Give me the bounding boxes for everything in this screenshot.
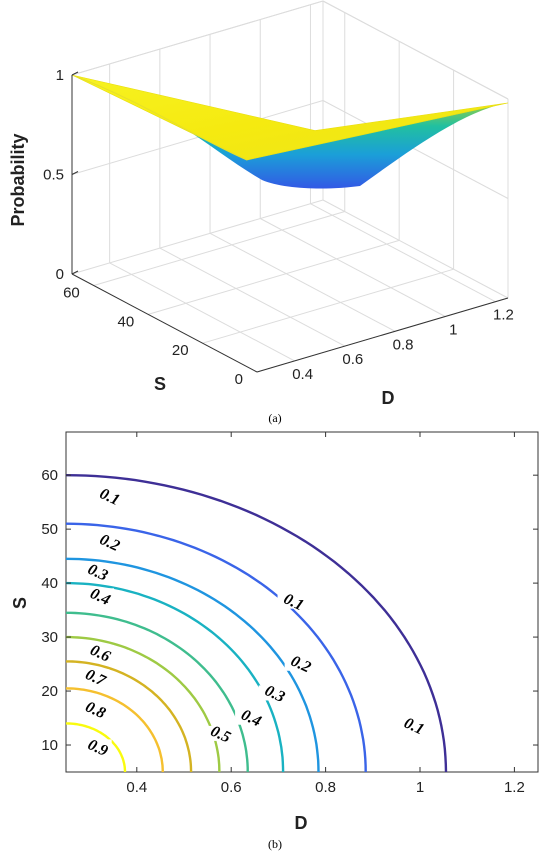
contour-label-bg-10: [93, 534, 124, 550]
contour-line-0.4: [66, 581, 285, 772]
surface-xlabel: D: [382, 388, 395, 408]
floor-grid-s-2: [148, 239, 400, 315]
contour-label-bg-9: [284, 655, 315, 671]
contour-label-13: 0.1: [401, 715, 426, 739]
contour-label-bg-5: [235, 709, 266, 725]
contour-label-bg-4: [204, 725, 235, 741]
contour-line-0.3: [66, 557, 320, 772]
x-tick-label-4: 1.2: [504, 779, 525, 796]
contour-label-4: 0.5: [208, 723, 233, 747]
contour-label-5: 0.4: [238, 707, 263, 731]
s-axis-line: [71, 273, 258, 373]
d-tick-label-3: 1: [449, 322, 457, 339]
contour-label-0: 0.9: [85, 736, 110, 760]
x-tick-label-2: 0.8: [315, 779, 336, 796]
d-axis-line: [256, 297, 509, 373]
contour-line-0.9: [66, 722, 127, 772]
contour-line-0.8: [66, 687, 164, 772]
contour-label-7: 0.3: [262, 682, 287, 706]
surface-zlabel: Probability: [8, 133, 28, 226]
y-tick-label-5: 60: [41, 467, 58, 484]
contour-label-bg-7: [258, 685, 289, 701]
panel-label-b: (b): [268, 837, 282, 851]
box-edge-0: [71, 0, 324, 76]
contour-label-bg-12: [277, 593, 308, 609]
d-tick-label-1: 0.6: [342, 351, 363, 368]
contour-label-bg-0: [81, 739, 112, 755]
contour-line-0.5: [66, 611, 249, 772]
probability-surface: [71, 74, 509, 189]
z-tick-label-0: 0: [56, 266, 64, 283]
contour-plot: 0.90.80.70.60.50.40.40.30.30.20.20.10.10…: [10, 431, 539, 851]
contour-label-12: 0.1: [281, 591, 306, 615]
contour-label-bg-3: [84, 644, 115, 660]
contour-line-0.1: [66, 474, 448, 772]
surface-top-sheet: [71, 74, 509, 161]
floor-grid-d-0: [109, 262, 295, 362]
contour-label-11: 0.1: [97, 485, 122, 509]
s-tick-label-0: 0: [235, 371, 243, 388]
z-tick-mark-2: [71, 71, 79, 76]
d-tick-label-2: 0.8: [393, 336, 414, 353]
surface-ylabel: S: [154, 374, 166, 394]
contour-labels: 0.90.80.70.60.50.40.40.30.30.20.20.10.10…: [79, 485, 428, 760]
s-tick-label-3: 60: [63, 285, 80, 302]
z-tick-mark-0: [71, 270, 79, 275]
contour-label-bg-13: [397, 717, 428, 733]
contour-line-0.7: [66, 660, 193, 772]
floor-grid-d-3: [260, 218, 446, 317]
z-tick-label-2: 1: [56, 67, 64, 84]
surface-underside: [72, 75, 508, 189]
side-wall-grid-z-0: [322, 199, 509, 299]
contour-label-3: 0.6: [87, 642, 112, 666]
back-wall-grid-z-0: [71, 199, 324, 275]
d-tick-label-0: 0.4: [292, 366, 313, 383]
y-tick-label-0: 10: [41, 737, 58, 754]
y-tick-label-1: 20: [41, 683, 58, 700]
contour-label-1: 0.8: [83, 698, 108, 722]
floor-grid-d-4: [310, 203, 496, 303]
x-tick-label-0: 0.4: [126, 779, 147, 796]
contour-ticks: 0.4 0.6 0.8 1 1.2 10 20 30 40 50 60: [41, 432, 538, 796]
x-tick-label-1: 0.6: [221, 779, 242, 796]
box-edge-1: [322, 0, 509, 100]
floor-grid-d-1: [159, 247, 346, 347]
surface-front-lip: [71, 74, 248, 161]
floor-grid-d-2: [209, 232, 396, 332]
panel-label-a: (a): [268, 411, 281, 425]
contour-label-bg-6: [84, 588, 115, 604]
z-tick-mark-1: [71, 171, 79, 175]
floor-grid-s-1: [202, 268, 454, 344]
floor-grid-s-3: [93, 211, 345, 287]
y-tick-label-3: 40: [41, 575, 58, 592]
contour-ylabel: S: [10, 597, 30, 609]
contour-label-bg-11: [93, 488, 124, 504]
z-tick-label-1: 0.5: [43, 167, 64, 184]
x-tick-label-3: 1: [416, 779, 424, 796]
contour-xlabel: D: [295, 813, 308, 833]
surface-tick-labels: 0 0.5 1 0 20 40 60 0.4 0.6 0.8 1 1.2: [43, 67, 514, 388]
contour-label-9: 0.2: [288, 653, 313, 677]
y-tick-label-4: 50: [41, 521, 58, 538]
contour-label-bg-2: [79, 669, 110, 685]
d-tick-label-4: 1.2: [493, 307, 514, 324]
y-tick-label-2: 30: [41, 629, 58, 646]
contour-label-bg-1: [79, 701, 110, 717]
contour-label-8: 0.3: [85, 561, 110, 585]
contour-label-bg-8: [81, 564, 112, 580]
s-tick-label-2: 40: [117, 313, 134, 330]
side-wall-grid-z-1: [322, 100, 509, 199]
contour-label-6: 0.4: [87, 585, 112, 609]
contour-label-10: 0.2: [97, 531, 122, 555]
back-wall-grid-z-1: [71, 100, 324, 175]
s-tick-label-1: 20: [172, 342, 189, 359]
